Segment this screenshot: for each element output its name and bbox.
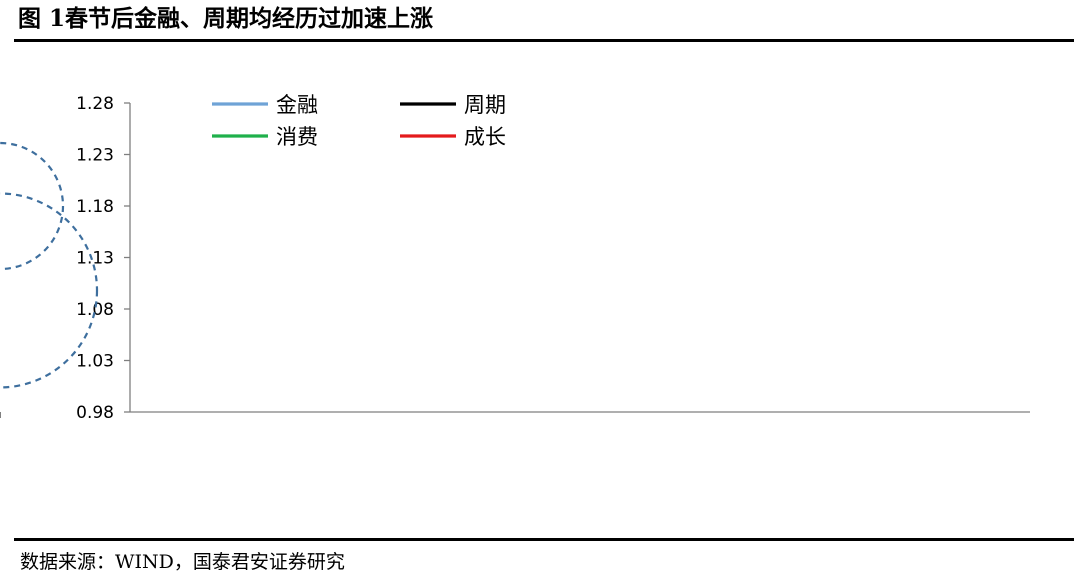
- y-tick-label: 1.28: [76, 94, 114, 114]
- legend-label-finance: 金融: [276, 93, 318, 117]
- y-tick-label: 1.18: [76, 197, 114, 217]
- chart-axes: 0.981.031.081.131.181.231.282019/2/11201…: [0, 94, 1030, 435]
- legend-label-cycle: 周期: [464, 93, 506, 117]
- dashed-highlight-circle: [0, 143, 63, 269]
- y-tick-label: 1.08: [76, 300, 114, 320]
- bottom-rule: [14, 538, 1074, 541]
- legend-label-consumer: 消费: [276, 125, 318, 149]
- data-source-note: 数据来源：WIND，国泰君安证券研究: [20, 547, 345, 577]
- legend-label-growth: 成长: [464, 125, 506, 149]
- y-tick-label: 1.03: [76, 352, 114, 372]
- y-tick-label: 0.98: [76, 403, 114, 423]
- y-tick-label: 1.23: [76, 146, 114, 166]
- y-tick-label: 1.13: [76, 249, 114, 269]
